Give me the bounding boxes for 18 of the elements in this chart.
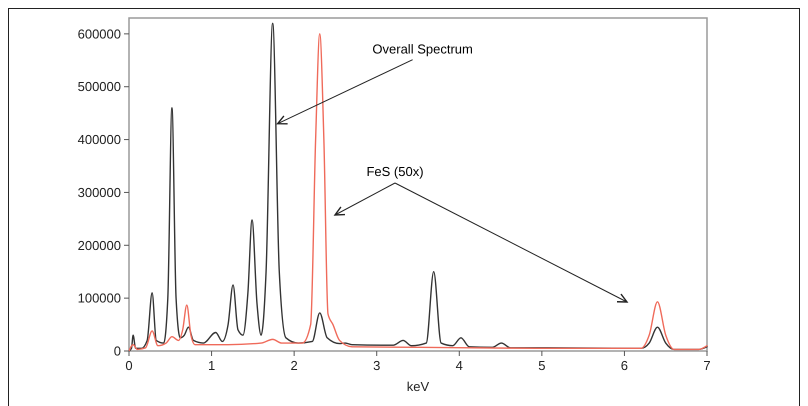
annotation: FeS (50x) [366,164,424,179]
x-tick-label: 7 [703,358,711,373]
x-tick-label: 2 [290,358,298,373]
y-tick-label: 400000 [78,132,121,148]
y-tick-label: 500000 [78,79,121,94]
y-tick-label: 100000 [78,290,121,306]
y-tick-label: 200000 [78,238,121,253]
y-tick-label: 0 [114,344,121,358]
x-tick-label: 4 [456,358,463,373]
x-tick-label: 5 [538,358,546,373]
x-tick-label: 6 [620,358,628,373]
annotation: Overall Spectrum [372,42,473,57]
x-tick-label: 1 [208,358,216,373]
y-tick-label: 600000 [78,26,121,42]
x-tick-label: 0 [125,358,133,373]
x-tick-label: 3 [373,358,380,373]
y-tick-label: 300000 [78,184,121,200]
x-axis-title: keV [406,379,430,394]
